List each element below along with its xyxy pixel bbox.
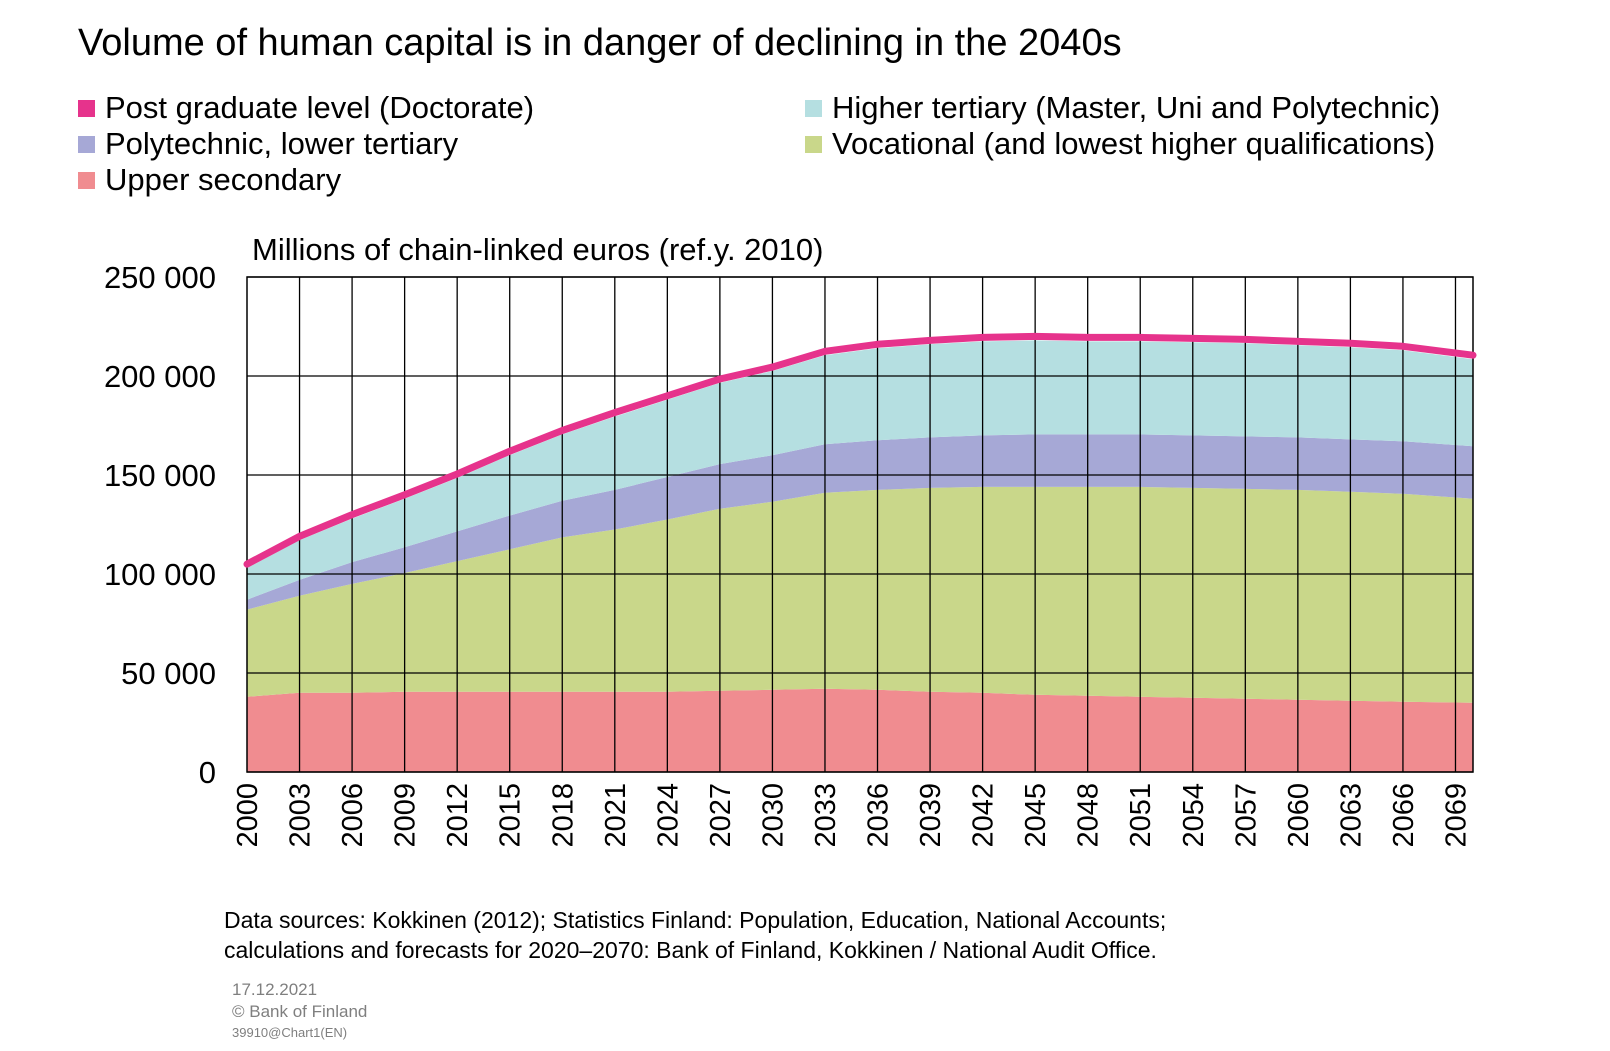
y-axis-unit-label: Millions of chain-linked euros (ref.y. 2… [252, 232, 824, 267]
plot-border [246, 276, 1474, 773]
x-tick-label: 2051 [1125, 783, 1157, 848]
legend-label-polytechnic: Polytechnic, lower tertiary [105, 126, 459, 161]
x-tick-label: 2006 [337, 783, 369, 848]
footer-copyright: © Bank of Finland [232, 1002, 368, 1021]
legend-label-upper-secondary: Upper secondary [105, 162, 342, 197]
legend-item-polytechnic: Polytechnic, lower tertiary [78, 126, 458, 162]
legend-swatch-doctorate [78, 99, 95, 117]
x-tick-label: 2066 [1388, 783, 1420, 848]
x-tick-label: 2060 [1283, 783, 1315, 848]
footer-date: 17.12.2021 [232, 980, 318, 999]
legend-label-higher-tertiary: Higher tertiary (Master, Uni and Polytec… [832, 90, 1441, 125]
y-tick-label: 100 000 [104, 557, 216, 592]
x-tick-label: 2036 [863, 783, 895, 848]
x-tick-label: 2063 [1335, 783, 1367, 848]
area-higher-tertiary-master-uni-and-polytechnic [247, 340, 1473, 600]
legend-swatch-higher-tertiary [805, 99, 822, 117]
stacked-area-chart: 0 50 000 100 000 150 000 200 000 250 000 2000 2… [104, 260, 1477, 848]
line-post-graduate-doctorate [243, 332, 1477, 568]
legend-label-doctorate: Post graduate level (Doctorate) [105, 90, 535, 125]
legend-label-vocational: Vocational (and lowest higher qualificat… [832, 126, 1436, 161]
x-tick-label: 2021 [600, 783, 632, 848]
x-tick-label: 2027 [705, 783, 737, 848]
sources-line-1: Data sources: Kokkinen (2012); Statistic… [224, 907, 1167, 933]
x-tick-label: 2009 [390, 783, 422, 848]
legend-item-higher-tertiary: Higher tertiary (Master, Uni and Polytec… [805, 90, 1440, 126]
legend-item-doctorate: Post graduate level (Doctorate) [78, 90, 534, 126]
x-tick-label: 2048 [1073, 783, 1105, 848]
legend-item-vocational: Vocational (and lowest higher qualificat… [805, 126, 1435, 162]
x-tick-label: 2069 [1440, 783, 1472, 848]
legend-swatch-vocational [805, 135, 822, 153]
legend-swatch-polytechnic [78, 135, 95, 153]
area-vocational-and-lowest-higher-qualifications [247, 486, 1473, 703]
y-tick-label: 50 000 [121, 656, 216, 691]
x-tick-label: 2045 [1020, 783, 1052, 848]
x-tick-label: 2012 [442, 783, 474, 848]
chart-title: Volume of human capital is in danger of … [78, 22, 1122, 64]
area-upper-secondary [247, 688, 1473, 772]
legend-swatch-upper-secondary [78, 171, 95, 189]
area-polytechnic-lower-tertiary [247, 434, 1473, 610]
y-tick-label: 200 000 [104, 359, 216, 394]
x-tick-label: 2030 [757, 783, 789, 848]
chart-legend: Post graduate level (Doctorate) Higher t… [0, 90, 1610, 205]
y-tick-label: 150 000 [104, 458, 216, 493]
y-tick-label: 0 [199, 755, 216, 790]
x-tick-label: 2042 [968, 783, 1000, 848]
x-tick-label: 2054 [1178, 783, 1210, 848]
x-tick-label: 2057 [1230, 783, 1262, 848]
x-tick-label: 2003 [285, 783, 317, 848]
x-tick-label: 2033 [810, 783, 842, 848]
data-sources-note: Data sources: Kokkinen (2012); Statistic… [224, 905, 1166, 965]
footer-chart-code: 39910@Chart1(EN) [232, 1025, 348, 1040]
y-tick-label: 250 000 [104, 260, 216, 295]
x-tick-label: 2000 [232, 783, 264, 848]
x-tick-label: 2015 [495, 783, 527, 848]
legend-item-upper-secondary: Upper secondary [78, 162, 341, 198]
x-tick-label: 2018 [547, 783, 579, 848]
x-tick-label: 2039 [915, 783, 947, 848]
sources-line-2: calculations and forecasts for 2020–2070… [224, 937, 1157, 963]
x-tick-label: 2024 [652, 783, 684, 848]
